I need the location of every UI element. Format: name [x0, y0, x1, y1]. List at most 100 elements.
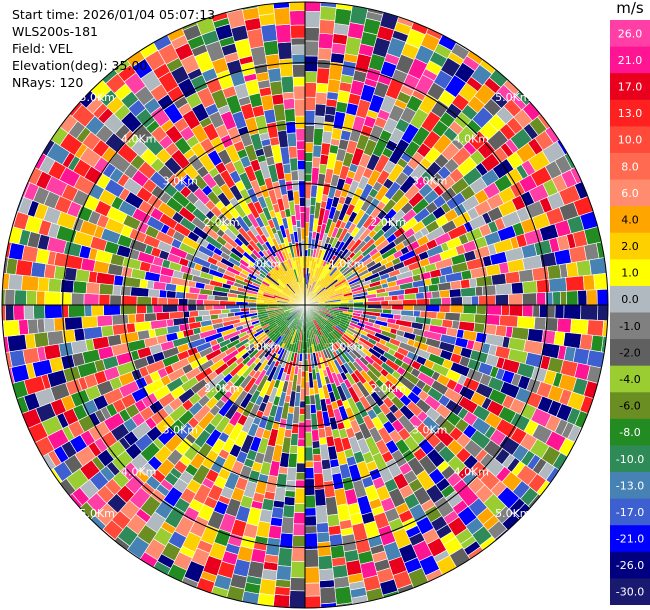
velocity-gate — [304, 515, 317, 527]
velocity-gate — [194, 315, 204, 323]
velocity-gate — [150, 296, 159, 306]
colorbar-segment — [610, 179, 650, 207]
velocity-gate — [120, 285, 132, 297]
velocity-gate — [158, 289, 168, 299]
velocity-gate — [576, 259, 592, 277]
velocity-gate — [8, 273, 23, 291]
velocity-gate — [319, 579, 335, 589]
velocity-gate — [167, 297, 180, 306]
velocity-gate — [427, 283, 440, 293]
range-ring-label: 1.0Km — [329, 341, 364, 354]
velocity-gate — [25, 290, 38, 306]
velocity-gate — [304, 71, 318, 84]
velocity-gate — [304, 525, 318, 534]
velocity-gate — [304, 173, 313, 182]
velocity-gate — [516, 315, 536, 330]
velocity-gate — [85, 281, 101, 295]
velocity-gate — [273, 593, 291, 608]
velocity-gate — [44, 291, 61, 306]
velocity-gate — [312, 447, 321, 456]
velocity-gate — [290, 37, 306, 46]
velocity-gate — [317, 47, 333, 61]
velocity-gate — [304, 55, 319, 73]
velocity-gate — [296, 446, 306, 464]
velocity-gate — [284, 490, 296, 498]
velocity-gate — [298, 413, 306, 423]
velocity-gate — [332, 564, 349, 579]
colorbar-tick-label: -1.0 — [619, 320, 640, 333]
velocity-gate — [294, 487, 306, 504]
velocity-gate — [283, 172, 293, 183]
velocity-gate — [317, 541, 332, 557]
info-block: Start time: 2026/01/04 05:07:13 WLS200s-… — [12, 6, 215, 91]
velocity-gate — [553, 248, 572, 266]
velocity-gate — [441, 297, 452, 306]
velocity-gate — [112, 284, 122, 296]
velocity-gate — [143, 312, 157, 323]
velocity-gate — [267, 524, 283, 540]
colorbar-tick-label: -21.0 — [616, 533, 644, 546]
colorbar-tick-label: 4.0 — [621, 213, 639, 226]
velocity-gate — [322, 121, 335, 133]
velocity-gate — [75, 268, 91, 283]
velocity-gate — [289, 444, 298, 455]
velocity-gate — [296, 148, 306, 161]
velocity-gate — [318, 568, 335, 582]
velocity-gate — [412, 310, 421, 318]
velocity-gate — [548, 277, 568, 293]
velocity-gate — [293, 512, 306, 525]
velocity-gate — [298, 407, 306, 415]
velocity-gate — [403, 304, 415, 312]
velocity-gate — [297, 169, 306, 182]
velocity-gate — [197, 309, 210, 317]
velocity-gate — [565, 261, 579, 278]
range-ring-label: 3.0Km — [412, 174, 447, 187]
velocity-gate — [320, 458, 332, 470]
velocity-gate — [286, 466, 297, 482]
velocity-gate — [318, 32, 334, 50]
velocity-gate — [119, 304, 137, 315]
velocity-gate — [267, 67, 282, 83]
velocity-gate — [304, 151, 314, 162]
velocity-gate — [304, 548, 320, 568]
range-ring-label: 5.0Km — [495, 507, 530, 520]
velocity-gate — [334, 586, 353, 606]
velocity-gate — [546, 304, 556, 319]
colorbar-segment — [610, 578, 650, 605]
velocity-gate — [14, 289, 27, 306]
velocity-gate — [36, 290, 46, 306]
velocity-gate — [485, 314, 501, 326]
velocity-gate — [424, 304, 441, 313]
velocity-gate — [136, 304, 147, 315]
colorbar-segment — [610, 152, 650, 181]
range-ring-label: 2.0Km — [204, 382, 239, 395]
velocity-gate — [98, 293, 111, 306]
velocity-gate — [109, 294, 122, 306]
velocity-gate — [388, 299, 403, 306]
velocity-gate — [293, 98, 306, 117]
velocity-gate — [33, 304, 46, 320]
velocity-gate — [326, 513, 341, 528]
velocity-gate — [294, 115, 306, 130]
colorbar-tick-label: -8.0 — [619, 426, 640, 439]
velocity-gate — [145, 304, 154, 314]
velocity-gate — [258, 578, 277, 596]
velocity-gate — [533, 316, 547, 331]
velocity-gate — [314, 103, 327, 117]
velocity-gate — [304, 595, 322, 609]
velocity-gate — [43, 343, 62, 361]
velocity-gate — [275, 578, 291, 589]
velocity-gate — [274, 586, 291, 596]
colorbar-segment — [610, 339, 650, 367]
velocity-gate — [21, 274, 40, 292]
colorbar-segment — [610, 312, 650, 340]
velocity-gate — [593, 273, 608, 291]
velocity-gate — [47, 277, 62, 293]
velocity-gate — [481, 284, 497, 296]
velocity-gate — [212, 304, 226, 311]
colorbar-segment — [610, 392, 650, 420]
velocity-gate — [22, 347, 40, 365]
velocity-gate — [256, 309, 259, 313]
velocity-gate — [30, 261, 47, 278]
velocity-gate — [315, 91, 328, 106]
